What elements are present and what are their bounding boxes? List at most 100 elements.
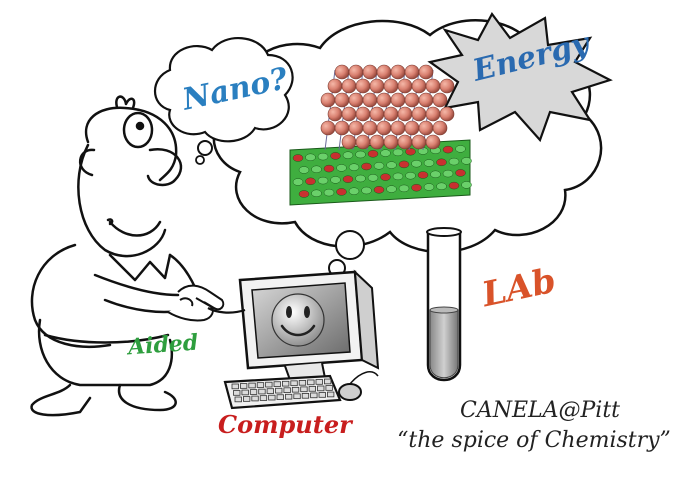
cluster-atom (439, 78, 455, 94)
keyboard-key (323, 378, 332, 385)
substrate-atom (336, 188, 347, 196)
substrate-atom (442, 169, 454, 178)
cluster-atom (425, 78, 441, 94)
computer-monitor (207, 269, 380, 382)
keyboard-key (300, 386, 308, 393)
cluster-atom (376, 120, 392, 136)
keyboard-key (281, 380, 290, 387)
cluster-atom (390, 64, 406, 80)
keyboard-key (301, 392, 310, 399)
energy-burst (427, 11, 613, 143)
keyboard-key (326, 391, 335, 398)
substrate-atom (423, 183, 435, 191)
substrate-atom (292, 154, 304, 162)
substrate-slab (289, 139, 472, 206)
substrate-atom (380, 173, 391, 181)
cluster-atom (383, 134, 399, 150)
substrate-atom (330, 152, 341, 160)
substrate-atom (398, 184, 410, 193)
cluster-atom (348, 92, 364, 108)
caption-subtitle: “the spice of Chemistry” (397, 428, 671, 453)
computer-label: Computer (218, 410, 352, 439)
substrate-atom (361, 162, 372, 171)
substrate-atom (461, 157, 472, 165)
cluster-atom (362, 64, 378, 80)
smiley-face-icon (271, 293, 325, 347)
cluster-atom (383, 78, 399, 94)
substrate-atom (455, 169, 466, 177)
cluster-atom (425, 106, 441, 122)
keyboard-key (231, 383, 239, 390)
substrate-atom (355, 150, 366, 159)
nano-cloud-bubble (197, 140, 213, 156)
keyboard-key (241, 389, 249, 396)
cluster-atom (369, 134, 385, 150)
cluster-atom (397, 134, 413, 150)
substrate-atom (392, 148, 404, 157)
computer-mouse (338, 371, 379, 401)
cluster-atom (432, 92, 448, 108)
keyboard-key (293, 393, 301, 400)
cluster-atom (348, 64, 364, 80)
substrate-atom (430, 170, 441, 179)
keyboard-key (317, 385, 325, 392)
substrate-atom (330, 176, 341, 184)
substrate-atom (448, 181, 460, 190)
substrate-atom (311, 165, 322, 174)
substrate-atom (436, 182, 447, 191)
cluster-atom (341, 106, 357, 122)
substrate-atom (392, 172, 404, 181)
substrate-atom (355, 174, 366, 183)
cluster-atom (418, 120, 434, 136)
thought-bubble-1 (335, 230, 365, 260)
cluster-atom (355, 78, 371, 94)
keyboard-key (239, 383, 248, 389)
cluster-atom (418, 92, 434, 108)
cluster-atom (411, 78, 427, 94)
cluster-atom (439, 106, 455, 122)
keyboard-key (242, 396, 251, 402)
nano-cloud (154, 36, 294, 143)
cluster-atom (327, 78, 343, 94)
cluster-atom (397, 106, 413, 122)
nano-cloud-bubble-small (195, 155, 205, 165)
substrate-atom (405, 171, 416, 180)
keyboard-key (249, 389, 258, 395)
substrate-atom (342, 175, 354, 183)
keyboard-key (265, 381, 273, 388)
cluster-atom (341, 134, 357, 150)
cluster-atom (411, 106, 427, 122)
cluster-atom (334, 64, 350, 80)
keyboard-key (275, 387, 283, 394)
substrate-atom (373, 162, 385, 170)
substrate-atom (448, 157, 460, 166)
cluster-atom (390, 120, 406, 136)
keyboard-key (307, 379, 315, 386)
test-tube (426, 227, 462, 382)
cluster-atom (397, 78, 413, 94)
keyboard-key (318, 392, 326, 398)
cluster-atom (327, 106, 343, 122)
cluster-atom (320, 92, 336, 108)
cluster-atom (320, 120, 336, 136)
substrate-atom (323, 164, 335, 173)
substrate-atom (323, 188, 335, 197)
substrate-atom (311, 189, 322, 198)
substrate-atom (423, 159, 435, 167)
substrate-atom (405, 147, 416, 156)
keyboard-key (291, 386, 300, 393)
substrate-atom (342, 151, 354, 159)
keyboard-key (310, 392, 318, 399)
substrate-atom (348, 163, 360, 171)
keyboard-key (266, 388, 275, 394)
cluster-atom (362, 92, 378, 108)
substrate-atom (367, 174, 379, 182)
keyboard-key (284, 393, 293, 400)
substrate-atom (455, 145, 466, 153)
substrate-atom (317, 176, 329, 185)
cartoon-person (30, 95, 202, 417)
substrate-atom (386, 161, 397, 169)
computer-keyboard (223, 374, 342, 410)
